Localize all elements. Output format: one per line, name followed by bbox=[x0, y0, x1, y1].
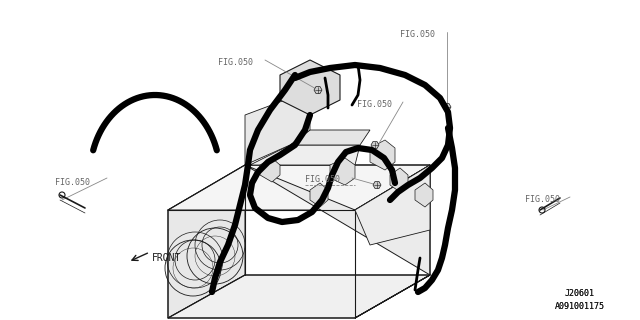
Text: A091001175: A091001175 bbox=[555, 302, 605, 311]
Text: FIG.050: FIG.050 bbox=[218, 58, 253, 67]
Polygon shape bbox=[443, 104, 451, 110]
Text: FIG.050: FIG.050 bbox=[55, 178, 90, 187]
Polygon shape bbox=[355, 165, 430, 245]
Polygon shape bbox=[290, 130, 370, 145]
Polygon shape bbox=[330, 158, 355, 185]
Text: FRONT: FRONT bbox=[152, 253, 181, 263]
Polygon shape bbox=[168, 165, 430, 210]
Text: FIG.050: FIG.050 bbox=[305, 175, 340, 184]
Polygon shape bbox=[250, 145, 360, 165]
Text: J20601: J20601 bbox=[565, 289, 595, 298]
Polygon shape bbox=[260, 158, 280, 182]
Polygon shape bbox=[310, 183, 328, 207]
Polygon shape bbox=[280, 60, 340, 115]
Text: FIG.050: FIG.050 bbox=[400, 30, 435, 39]
Polygon shape bbox=[373, 181, 381, 188]
Text: FIG.050: FIG.050 bbox=[357, 100, 392, 109]
Polygon shape bbox=[314, 86, 322, 93]
Polygon shape bbox=[168, 165, 245, 318]
Text: J20601: J20601 bbox=[565, 289, 595, 298]
Polygon shape bbox=[168, 275, 430, 318]
Polygon shape bbox=[245, 165, 430, 318]
Polygon shape bbox=[390, 168, 408, 192]
Text: FIG.050: FIG.050 bbox=[525, 195, 560, 204]
Polygon shape bbox=[245, 100, 310, 165]
Polygon shape bbox=[371, 141, 379, 148]
Polygon shape bbox=[370, 140, 395, 170]
Text: A091001175: A091001175 bbox=[555, 302, 605, 311]
Polygon shape bbox=[415, 183, 433, 207]
